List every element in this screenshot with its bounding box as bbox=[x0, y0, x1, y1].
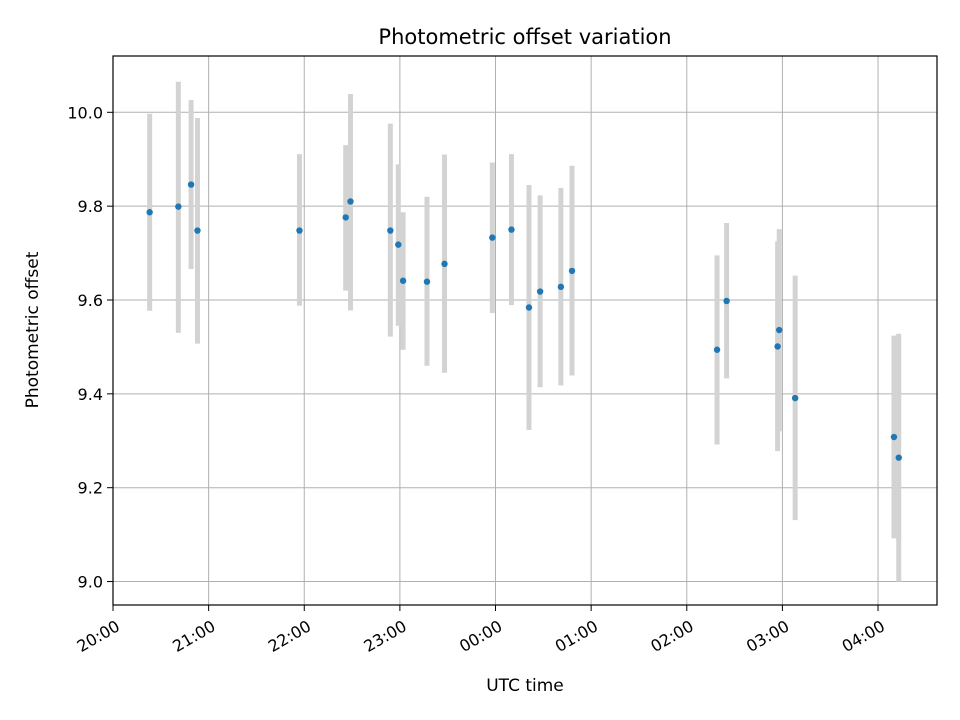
data-point bbox=[146, 209, 153, 216]
data-point bbox=[423, 278, 431, 285]
data-point bbox=[791, 394, 799, 402]
y-tick-label: 9.4 bbox=[78, 385, 103, 404]
y-tick-label: 9.6 bbox=[78, 291, 103, 310]
data-point bbox=[508, 226, 515, 233]
data-point bbox=[187, 181, 195, 188]
data-point bbox=[774, 343, 781, 350]
y-tick-label: 9.8 bbox=[78, 197, 103, 216]
data-point bbox=[399, 277, 407, 284]
y-tick-label: 10.0 bbox=[67, 103, 103, 122]
y-axis-title: Photometric offset bbox=[23, 251, 43, 408]
data-point bbox=[890, 433, 898, 441]
data-point bbox=[557, 283, 565, 291]
y-axis: 9.0 9.2 9.4 9.6 9.8 10.0 bbox=[67, 103, 113, 592]
data-point bbox=[296, 227, 303, 234]
data-point bbox=[342, 214, 349, 221]
data-point bbox=[536, 288, 544, 295]
data-point bbox=[723, 297, 730, 305]
y-tick-label: 9.2 bbox=[78, 479, 103, 498]
data-point bbox=[347, 198, 354, 205]
data-point bbox=[194, 227, 201, 234]
grid-layer bbox=[112, 56, 937, 605]
data-point bbox=[525, 304, 533, 311]
data-point bbox=[489, 234, 496, 241]
data-point bbox=[713, 346, 721, 353]
y-tick-label: 9.0 bbox=[78, 573, 103, 592]
chart-title: Photometric offset variation bbox=[378, 25, 671, 49]
data-point bbox=[175, 203, 182, 210]
data-point bbox=[895, 454, 902, 461]
data-point bbox=[568, 267, 576, 275]
plot-frame bbox=[112, 55, 938, 606]
data-point bbox=[776, 326, 783, 334]
point-layer bbox=[146, 181, 902, 461]
data-point bbox=[441, 260, 448, 268]
data-point bbox=[395, 241, 402, 248]
x-axis-title: UTC time bbox=[486, 676, 564, 696]
data-point bbox=[387, 227, 394, 234]
